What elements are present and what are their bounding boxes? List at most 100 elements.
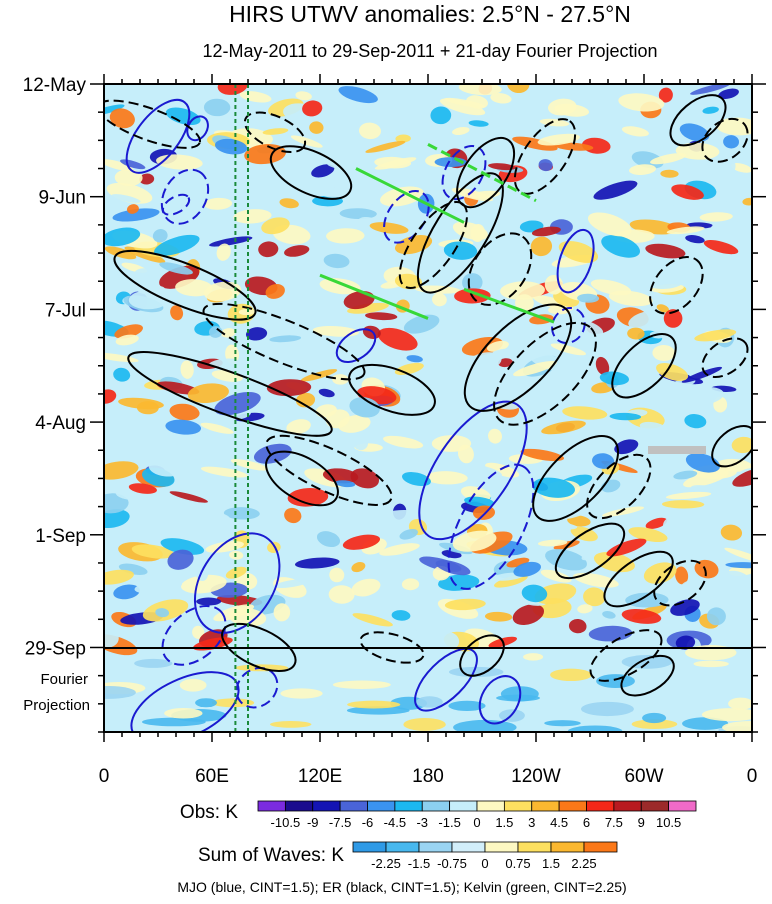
shading-blob — [403, 314, 440, 334]
shading-blob — [208, 326, 223, 338]
shading-blob — [699, 212, 733, 222]
shading-blob — [462, 273, 483, 292]
mjo-contour — [125, 98, 191, 174]
shading-blob — [128, 290, 169, 310]
shading-blob — [395, 134, 411, 143]
shading-blob — [216, 594, 263, 607]
y-tick-label: 29-Sep — [25, 638, 86, 659]
shading-blob — [379, 543, 420, 556]
obs-colorbar-swatch — [367, 800, 396, 812]
shading-blob — [656, 363, 689, 382]
shading-blob — [512, 136, 558, 151]
shading-blob — [538, 521, 578, 530]
shading-blob — [104, 210, 121, 223]
shading-blob — [488, 163, 516, 171]
shading-blob — [394, 273, 423, 290]
shading-blob — [104, 627, 119, 648]
shading-blob — [698, 423, 737, 440]
shading-blob — [506, 557, 530, 568]
obs-colorbar-label: -10.5 — [271, 815, 301, 830]
shading-blob — [550, 343, 587, 356]
shading-blob — [318, 388, 335, 398]
shading-blob — [452, 530, 497, 552]
shading-blob — [684, 414, 707, 429]
shading-blob — [427, 252, 448, 261]
shading-blob — [568, 618, 587, 634]
obs-colorbar: -10.5 -9 -7.5 -6 -4.5 -3 -1.5 0 1.5 3 4.5 6 7.5 9 10.5 — [257, 800, 697, 830]
shading-blob — [685, 235, 705, 244]
obs-colorbar-swatch — [339, 800, 368, 812]
obs-colorbar-label: 7.5 — [605, 815, 623, 830]
obs-colorbar-swatch — [257, 800, 286, 812]
projection-blob — [142, 717, 206, 727]
shading-blob — [104, 493, 129, 514]
shading-blob — [716, 117, 752, 136]
shading-blob — [322, 468, 359, 484]
shading-blob — [602, 506, 645, 517]
er-contour — [127, 351, 333, 437]
y-tick-label: 4-Aug — [35, 413, 86, 434]
er-contour — [202, 302, 366, 381]
obs-colorbar-label: 1.5 — [495, 815, 513, 830]
shading-blob — [180, 360, 194, 379]
waves-colorbar-label: -1.5 — [408, 856, 430, 871]
waves-colorbar-swatch — [484, 841, 519, 853]
shading-blob — [656, 304, 669, 313]
shading-blob — [328, 585, 355, 604]
obs-colorbar-label: 3 — [528, 815, 535, 830]
waves-colorbar-swatch — [517, 841, 552, 853]
shading-blob — [537, 539, 568, 547]
waves-colorbar-swatch — [352, 841, 387, 853]
shading-blob — [577, 604, 593, 614]
shading-blob — [554, 142, 594, 151]
shading-blob — [558, 240, 599, 263]
x-tick-label: 0 — [747, 766, 758, 787]
shading-blob — [438, 574, 480, 591]
projection-blob — [722, 720, 752, 732]
shading-blob — [196, 597, 222, 606]
shading-blob — [485, 462, 520, 478]
shading-blob — [484, 611, 513, 622]
shading-blob — [205, 541, 244, 553]
mjo-contour — [161, 605, 227, 666]
er-contour — [701, 117, 749, 163]
shading-blob — [435, 560, 471, 576]
mjo-contour — [160, 168, 210, 225]
shading-blob — [639, 421, 666, 433]
shading-blob — [567, 515, 591, 527]
shading-blob — [203, 98, 231, 117]
shading-blob — [675, 635, 696, 650]
shading-blob — [175, 279, 213, 297]
shading-blob — [279, 198, 299, 209]
shading-blob — [309, 121, 324, 134]
shading-blob — [369, 222, 409, 234]
shading-blob — [200, 466, 248, 478]
shading-blob — [187, 383, 229, 403]
shading-blob — [284, 245, 310, 257]
shading-blob — [342, 534, 381, 550]
obs-colorbar-swatch — [531, 800, 560, 812]
shading-blob — [352, 613, 393, 627]
shading-blob — [112, 208, 160, 222]
obs-colorbar-label: -1.5 — [438, 815, 460, 830]
shading-blob — [338, 86, 378, 104]
shading-blob — [148, 457, 184, 477]
obs-colorbar-label: -6 — [362, 815, 374, 830]
er-contour — [649, 256, 704, 315]
shading-blob — [725, 562, 752, 569]
shading-blob — [398, 258, 436, 273]
shading-blob — [593, 180, 638, 200]
obs-colorbar-label: -9 — [307, 815, 319, 830]
shading-blob — [351, 578, 381, 597]
kelvin-contour — [463, 287, 555, 324]
shading-blob — [347, 302, 389, 314]
missing-data-bar — [648, 446, 706, 454]
shading-blob — [601, 235, 640, 258]
shading-blob — [326, 228, 365, 244]
shading-blob — [365, 140, 406, 153]
shading-blob — [487, 396, 520, 410]
shading-blob — [742, 197, 752, 206]
shading-blob — [258, 241, 279, 258]
shading-blob — [505, 429, 542, 448]
